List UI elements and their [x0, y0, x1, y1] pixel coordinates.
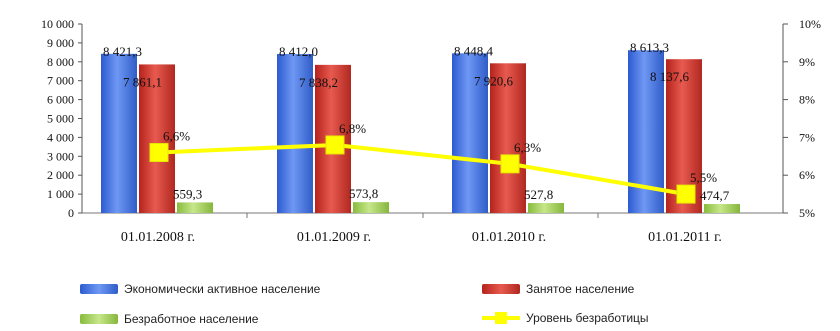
rate-marker [325, 135, 345, 155]
bar-value-label: 7 861,1 [123, 74, 162, 89]
rate-marker [149, 143, 169, 163]
bar [139, 64, 175, 214]
x-category-label: 01.01.2011 г. [648, 230, 722, 245]
y2-tick-label: 6% [799, 168, 815, 182]
legend-item-employed: Занятое население [482, 282, 634, 296]
legend-item-rate: Уровень безработицы [482, 311, 649, 325]
y-tick-label: 4 000 [47, 130, 74, 144]
bar-value-label: 8 412,0 [279, 44, 318, 59]
y-tick-label: 7 000 [47, 74, 74, 88]
legend-label-employed: Занятое население [526, 282, 635, 296]
bar [704, 204, 740, 213]
y2-tick-label: 7% [799, 130, 815, 144]
legend-label-active: Экономически активное население [124, 282, 321, 296]
y-tick-label: 9 000 [47, 36, 74, 50]
bar-value-label: 8 137,6 [650, 69, 690, 84]
bar [528, 203, 564, 213]
bar [452, 53, 488, 213]
y-tick-label: 6 000 [47, 93, 74, 107]
rate-value-label: 5,5% [690, 170, 717, 185]
bar-value-label: 8 613,3 [630, 40, 669, 55]
bar-value-label: 7 920,6 [474, 73, 514, 88]
legend-item-active: Экономически активное население [80, 282, 320, 296]
y2-tick-label: 10% [799, 17, 821, 31]
legend-swatch-active [80, 284, 118, 294]
legend-label-rate: Уровень безработицы [526, 311, 649, 325]
y-tick-label: 2 000 [47, 168, 74, 182]
x-category-label: 01.01.2009 г. [297, 230, 371, 245]
legend-swatch-employed [482, 284, 520, 294]
legend-swatch-unemployed [80, 314, 118, 324]
bar-value-label: 7 838,2 [299, 75, 338, 90]
legend-label-unemployed: Безработное население [124, 312, 259, 326]
y-tick-label: 8 000 [47, 55, 74, 69]
y-tick-label: 10 000 [41, 17, 74, 31]
y-tick-label: 1 000 [47, 187, 74, 201]
bar [490, 63, 526, 213]
rate-marker [500, 154, 520, 174]
y-tick-label: 0 [68, 206, 74, 220]
bar [177, 202, 213, 213]
x-category-label: 01.01.2008 г. [121, 230, 195, 245]
rate-marker [676, 184, 696, 204]
rate-value-label: 6,6% [163, 129, 190, 144]
legend-item-unemployed: Безработное население [80, 312, 258, 326]
legend-swatch-rate [482, 312, 520, 324]
bar-value-label: 8 421,3 [103, 44, 142, 59]
rate-value-label: 6,3% [514, 140, 541, 155]
bar [353, 202, 389, 213]
bar-value-label: 527,8 [524, 187, 553, 202]
bar-value-label: 573,8 [349, 186, 378, 201]
bar-value-label: 474,7 [700, 188, 730, 203]
bar [277, 54, 313, 213]
y-tick-label: 5 000 [47, 112, 74, 126]
y-tick-label: 3 000 [47, 149, 74, 163]
y2-tick-label: 8% [799, 93, 815, 107]
bar [101, 53, 137, 213]
x-category-label: 01.01.2010 г. [472, 230, 546, 245]
bar-value-label: 8 448,4 [454, 43, 494, 58]
y2-tick-label: 9% [799, 55, 815, 69]
y2-tick-label: 5% [799, 206, 815, 220]
rate-value-label: 6,8% [339, 121, 366, 136]
rate-line [158, 142, 687, 197]
bar-value-label: 559,3 [173, 186, 202, 201]
